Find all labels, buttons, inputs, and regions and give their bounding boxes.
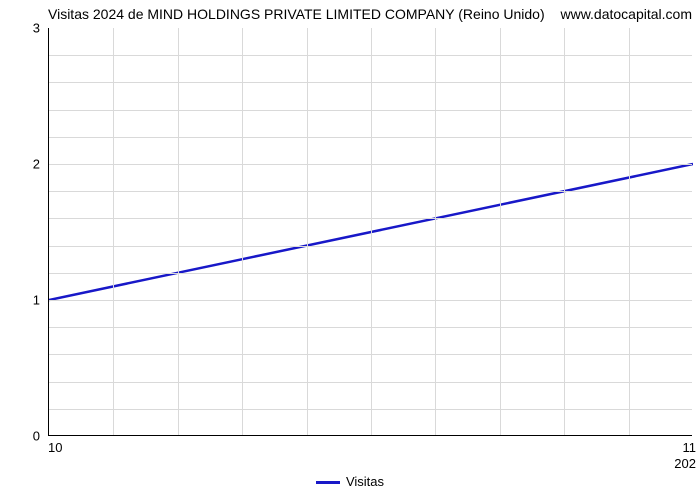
y-tick-label: 3 bbox=[33, 21, 40, 36]
grid-line-h bbox=[49, 110, 692, 111]
chart-title: Visitas 2024 de MIND HOLDINGS PRIVATE LI… bbox=[48, 6, 545, 22]
grid-line-h bbox=[49, 273, 692, 274]
y-tick-label: 1 bbox=[33, 293, 40, 308]
grid-line-h bbox=[49, 409, 692, 410]
grid-line-v bbox=[435, 28, 436, 435]
legend-swatch bbox=[316, 481, 340, 484]
grid-line-h bbox=[49, 191, 692, 192]
grid-line-h bbox=[49, 137, 692, 138]
grid-line-v bbox=[371, 28, 372, 435]
grid-line-h bbox=[49, 382, 692, 383]
grid-line-v bbox=[500, 28, 501, 435]
x-tick-label: 10 bbox=[48, 440, 62, 455]
grid-line-v bbox=[178, 28, 179, 435]
chart-container: Visitas 2024 de MIND HOLDINGS PRIVATE LI… bbox=[0, 0, 700, 500]
watermark-text: www.datocapital.com bbox=[560, 6, 692, 22]
grid-line-h bbox=[49, 82, 692, 83]
grid-line-v bbox=[307, 28, 308, 435]
grid-line-v bbox=[242, 28, 243, 435]
y-tick-label: 0 bbox=[33, 429, 40, 444]
grid-line-h bbox=[49, 164, 692, 165]
legend-label: Visitas bbox=[346, 474, 384, 489]
x-tick-label: 11 bbox=[683, 440, 697, 455]
x-tick-label-row2: 202 bbox=[674, 456, 696, 471]
grid-line-v bbox=[113, 28, 114, 435]
legend: Visitas bbox=[0, 474, 700, 489]
grid-line-v bbox=[564, 28, 565, 435]
plot-area bbox=[48, 28, 692, 436]
grid-line-h bbox=[49, 246, 692, 247]
grid-line-h bbox=[49, 300, 692, 301]
grid-line-v bbox=[629, 28, 630, 435]
grid-line-h bbox=[49, 354, 692, 355]
y-tick-label: 2 bbox=[33, 157, 40, 172]
grid-line-h bbox=[49, 55, 692, 56]
grid-line-h bbox=[49, 218, 692, 219]
grid-line-h bbox=[49, 327, 692, 328]
